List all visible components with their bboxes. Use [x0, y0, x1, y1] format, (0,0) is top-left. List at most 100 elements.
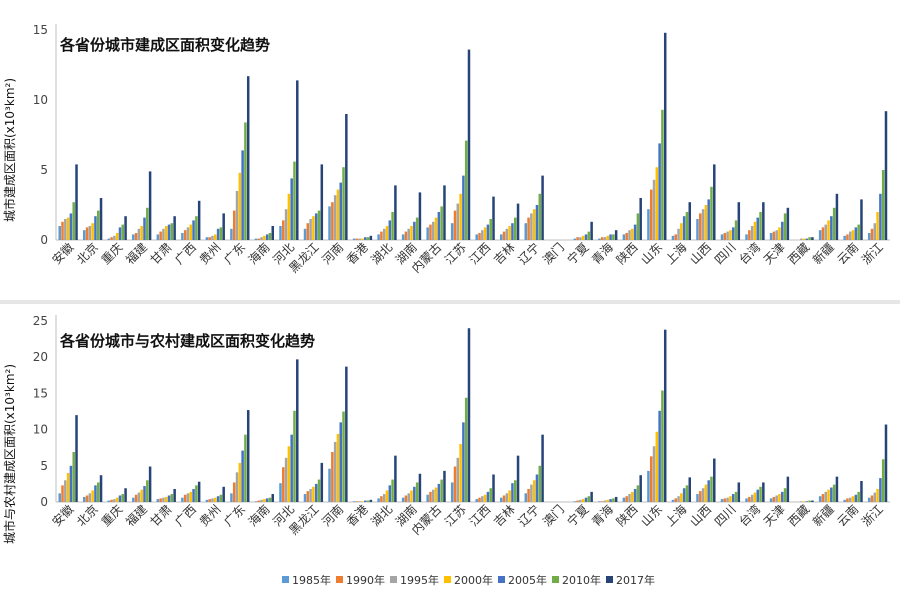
- bar: [345, 366, 348, 502]
- bar: [805, 501, 809, 502]
- x-tick-label: 吉林: [491, 502, 518, 529]
- legend-item: 2000年: [444, 572, 493, 588]
- bar: [279, 483, 282, 502]
- bar: [140, 489, 143, 502]
- bar: [432, 489, 435, 502]
- bar: [132, 497, 135, 502]
- bar: [639, 198, 642, 240]
- legend-label: 2000年: [454, 574, 493, 587]
- legend-item: 2005年: [498, 572, 547, 588]
- bar: [772, 231, 776, 240]
- bar: [639, 475, 642, 502]
- bar: [306, 223, 310, 240]
- bar: [355, 501, 359, 502]
- x-tick-label: 贵州: [197, 502, 224, 529]
- x-tick-label: 江西: [467, 502, 494, 529]
- bar: [232, 482, 236, 502]
- x-tick-label: 新疆: [809, 502, 837, 530]
- bar: [413, 486, 416, 502]
- bar: [884, 424, 888, 502]
- bar: [413, 221, 416, 240]
- y-tick-label: 5: [40, 459, 48, 473]
- bar: [232, 210, 236, 240]
- x-tick-label: 云南: [834, 502, 862, 530]
- bar: [467, 328, 471, 502]
- x-tick-label: 上海: [662, 240, 690, 268]
- bar: [873, 492, 877, 502]
- bar: [195, 485, 198, 502]
- bar: [82, 230, 86, 240]
- bar: [107, 238, 111, 240]
- bar: [268, 497, 272, 502]
- bar: [434, 217, 438, 240]
- bar: [612, 234, 615, 240]
- bar: [631, 491, 634, 502]
- bar: [339, 422, 342, 502]
- bar: [219, 494, 223, 502]
- bar: [282, 467, 285, 502]
- bar: [189, 224, 193, 240]
- x-tick-label: 安徽: [49, 502, 77, 530]
- bar: [238, 172, 242, 240]
- x-tick-label: 四川: [712, 502, 739, 529]
- bar: [759, 486, 762, 502]
- bar: [118, 227, 122, 240]
- bar: [750, 494, 754, 502]
- bar: [388, 220, 392, 240]
- legend-item: 1990年: [336, 572, 385, 588]
- bar: [625, 496, 628, 502]
- bar: [173, 488, 176, 502]
- bar: [631, 228, 634, 240]
- x-tick-label: 吉林: [491, 240, 518, 267]
- bar: [407, 228, 410, 240]
- bar: [456, 203, 460, 240]
- bar: [293, 161, 296, 240]
- y-tick-label: 0: [40, 495, 48, 509]
- bar: [113, 235, 116, 240]
- bar: [734, 220, 738, 240]
- bar: [437, 483, 441, 502]
- bar: [783, 488, 787, 502]
- bar: [426, 494, 429, 502]
- bar: [671, 235, 675, 240]
- x-tick-label: 西藏: [785, 240, 812, 267]
- bar: [290, 178, 293, 240]
- bar: [317, 210, 321, 240]
- bar: [622, 234, 626, 240]
- bar: [535, 205, 539, 240]
- legend-label: 1995年: [400, 574, 439, 587]
- bar: [587, 231, 591, 240]
- bar: [143, 217, 146, 240]
- x-tick-label: 香港: [344, 240, 371, 267]
- x-tick-label: 福建: [122, 502, 150, 530]
- bar: [475, 234, 478, 240]
- bar: [189, 491, 193, 502]
- bar: [748, 230, 751, 240]
- bar: [369, 499, 373, 502]
- bar: [268, 233, 272, 240]
- bar: [342, 411, 345, 502]
- bar: [186, 493, 190, 502]
- x-tick-label: 北京: [74, 502, 101, 529]
- bar: [99, 198, 103, 240]
- bar: [707, 480, 710, 502]
- bar: [94, 216, 97, 240]
- bar: [729, 496, 732, 502]
- bar: [827, 489, 830, 502]
- bar: [137, 492, 141, 502]
- x-tick-label: 广西: [172, 240, 199, 267]
- bar: [66, 473, 70, 502]
- bar: [279, 226, 282, 240]
- bar: [211, 235, 214, 240]
- bar: [331, 452, 334, 502]
- x-tick-label: 河南: [319, 502, 347, 530]
- bar: [440, 479, 443, 502]
- chart-panel-urban-rural: 各省份城市与农村建成区面积变化趋势 城市与农村建成区面积(x10³km²) 0 5…: [0, 304, 900, 600]
- x-tick-label: 广东: [221, 502, 248, 529]
- bar: [361, 501, 364, 502]
- bar: [132, 234, 135, 240]
- bar: [303, 494, 307, 502]
- bar: [818, 496, 822, 502]
- x-tick-label: 江苏: [442, 502, 469, 529]
- bar: [162, 497, 165, 502]
